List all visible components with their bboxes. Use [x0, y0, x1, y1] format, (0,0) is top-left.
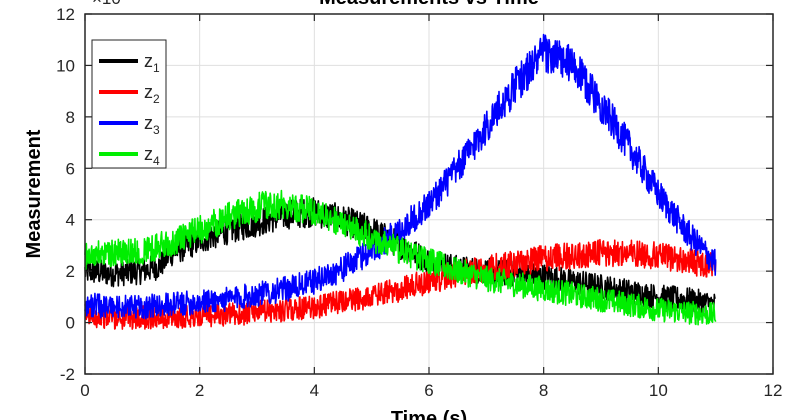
legend-label-base: z [144, 113, 153, 133]
series-line-z4 [84, 189, 717, 326]
x-tick-label: 10 [649, 381, 668, 400]
legend-label-z2: z2 [144, 82, 160, 106]
y-tick-label: 8 [66, 108, 75, 127]
legend-label-subscript: 4 [153, 154, 160, 168]
y-exponent-label: ×10 [92, 0, 121, 8]
y-tick-label: 0 [66, 314, 75, 333]
y-tick-label: 2 [66, 262, 75, 281]
y-tick-label: -2 [60, 365, 75, 384]
legend-label-z3: z3 [144, 113, 160, 137]
series-layer [84, 33, 717, 330]
y-tick-label: 6 [66, 159, 75, 178]
x-tick-label: 0 [80, 381, 89, 400]
y-tick-label: 10 [56, 56, 75, 75]
legend-label-base: z [144, 82, 153, 102]
legend-label-base: z [144, 51, 153, 71]
legend-label-z1: z1 [144, 51, 160, 75]
legend-label-base: z [144, 144, 153, 164]
legend-label-subscript: 2 [153, 92, 160, 106]
x-tick-label: 2 [195, 381, 204, 400]
chart-title: Measurements vs Time [319, 0, 539, 9]
x-tick-label: 4 [310, 381, 319, 400]
plot-area [84, 13, 774, 375]
x-tick-label: 6 [424, 381, 433, 400]
series-line-z2 [84, 238, 717, 330]
x-tick-label: 8 [539, 381, 548, 400]
ticks [84, 13, 774, 375]
y-tick-label: 12 [56, 5, 75, 24]
legend-label-subscript: 3 [153, 123, 160, 137]
y-axis-label: Measurement [23, 129, 45, 258]
y-tick-label: 4 [66, 211, 75, 230]
x-axis-label: Time (s) [391, 408, 467, 420]
legend-label-z4: z4 [144, 144, 160, 168]
x-tick-label: 12 [764, 381, 783, 400]
legend-label-subscript: 1 [153, 61, 160, 75]
